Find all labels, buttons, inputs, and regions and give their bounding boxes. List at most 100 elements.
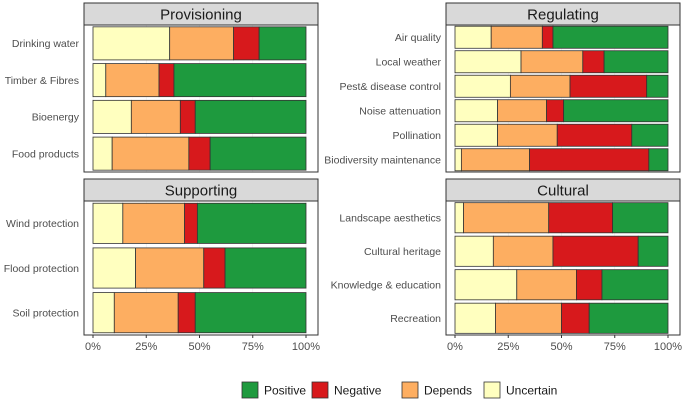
bar-local-weather-negative [582,50,605,74]
x-tick-label-cultural: 50% [550,341,572,353]
bar-timber-fibres-negative [158,63,175,98]
legend-label-positive: Positive [264,384,306,398]
bar-noise-attenuation-uncertain [454,99,498,123]
bar-pest-disease-control-positive [646,74,669,98]
category-label-knowledge-education: Knowledge & education [331,280,441,292]
bar-cultural-heritage-positive [637,235,669,267]
bar-timber-fibres-uncertain [92,63,107,98]
category-label-pest-disease-control: Pest& disease control [339,81,441,93]
bar-biodiversity-maintenance-uncertain [454,148,462,172]
bar-cultural-heritage-negative [552,235,639,267]
bar-recreation-depends [495,302,562,334]
bar-noise-attenuation-positive [563,99,669,123]
panel-title-regulating: Regulating [527,7,599,24]
legend-swatch-uncertain [483,381,501,399]
bar-drinking-water-negative [233,26,260,61]
bar-knowledge-education-uncertain [454,269,518,301]
bar-pest-disease-control-depends [509,74,571,98]
category-label-local-weather: Local weather [376,57,442,69]
legend-swatch-negative [311,381,329,399]
bar-noise-attenuation-depends [497,99,547,123]
bar-noise-attenuation-negative [546,99,565,123]
x-tick-label-supporting: 50% [188,341,210,353]
category-label-timber-fibres: Timber & Fibres [5,75,79,87]
bar-soil-protection-depends [113,292,179,334]
category-label-food-products: Food products [12,148,79,160]
panel-title-supporting: Supporting [165,183,238,200]
bar-flood-protection-uncertain [92,247,136,289]
x-tick-label-supporting: 75% [242,341,264,353]
x-tick-label-cultural: 25% [497,341,519,353]
bar-wind-protection-negative [184,202,198,244]
bar-recreation-positive [588,302,669,334]
bar-flood-protection-positive [224,247,307,289]
category-label-flood-protection: Flood protection [4,263,79,275]
bar-recreation-negative [561,302,590,334]
category-label-bioenergy: Bioenergy [32,112,80,124]
bar-knowledge-education-positive [601,269,669,301]
bar-landscape-aesthetics-negative [548,202,614,234]
bar-biodiversity-maintenance-negative [529,148,650,172]
category-label-pollination: Pollination [393,130,442,142]
panel-border-regulating [445,24,681,173]
panel-background-regulating [446,25,680,172]
category-label-wind-protection: Wind protection [6,218,79,230]
bar-pollination-uncertain [454,123,498,147]
bar-wind-protection-depends [122,202,185,244]
legend-swatch-positive [241,381,259,399]
bar-drinking-water-depends [169,26,234,61]
x-tick-label-supporting: 25% [135,341,157,353]
legend-label-uncertain: Uncertain [506,384,557,398]
bar-flood-protection-negative [203,247,226,289]
legend-swatch-depends [401,381,419,399]
bar-flood-protection-depends [135,247,205,289]
bar-drinking-water-positive [258,26,307,61]
bar-food-products-depends [111,136,190,171]
bar-bioenergy-positive [194,99,307,134]
bar-landscape-aesthetics-uncertain [454,202,464,234]
category-label-noise-attenuation: Noise attenuation [359,106,441,118]
bar-cultural-heritage-uncertain [454,235,494,267]
bar-pollination-positive [631,123,669,147]
panel-border-cultural [445,200,681,336]
x-tick-label-cultural: 75% [604,341,626,353]
bar-local-weather-uncertain [454,50,522,74]
legend-label-negative: Negative [334,384,382,398]
panel-border-provisioning [83,24,319,173]
bar-soil-protection-positive [194,292,307,334]
category-label-soil-protection: Soil protection [12,307,79,319]
bar-timber-fibres-depends [105,63,160,98]
bar-recreation-uncertain [454,302,496,334]
bar-landscape-aesthetics-positive [612,202,669,234]
bar-pest-disease-control-negative [569,74,648,98]
bar-air-quality-positive [552,25,669,49]
panel-title-provisioning: Provisioning [160,7,242,24]
legend-label-depends: Depends [424,384,472,398]
bar-drinking-water-uncertain [92,26,171,61]
category-label-cultural-heritage: Cultural heritage [364,246,441,258]
panel-title-cultural: Cultural [537,183,589,200]
bar-air-quality-uncertain [454,25,492,49]
bar-air-quality-depends [490,25,543,49]
category-label-biodiversity-maintenance: Biodiversity maintenance [324,155,441,167]
bar-pollination-negative [556,123,633,147]
bar-local-weather-positive [603,50,669,74]
bar-landscape-aesthetics-depends [463,202,550,234]
bar-food-products-uncertain [92,136,113,171]
bar-cultural-heritage-depends [492,235,554,267]
bar-local-weather-depends [520,50,584,74]
bar-timber-fibres-positive [173,63,307,98]
panel-border-supporting [83,200,319,336]
x-tick-label-supporting: 100% [292,341,320,353]
bar-bioenergy-negative [179,99,196,134]
bar-bioenergy-depends [130,99,181,134]
category-label-recreation: Recreation [390,313,441,325]
bar-food-products-positive [209,136,307,171]
bar-bioenergy-uncertain [92,99,132,134]
bar-soil-protection-uncertain [92,292,115,334]
bar-air-quality-negative [541,25,554,49]
bar-knowledge-education-negative [576,269,603,301]
bar-knowledge-education-depends [516,269,577,301]
bar-biodiversity-maintenance-depends [460,148,530,172]
